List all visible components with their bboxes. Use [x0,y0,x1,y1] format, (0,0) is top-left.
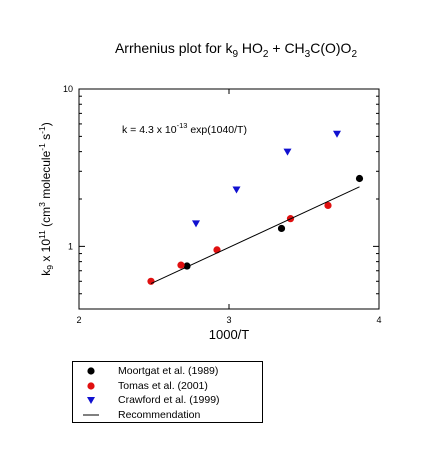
x-axis: 2 3 4 [76,89,382,325]
x-tick-label: 2 [76,315,81,325]
data-point-triangle [283,148,292,156]
legend-marker [87,381,95,390]
legend-marker [87,397,95,404]
legend-label: Recommendation [118,408,201,421]
data-point-triangle [192,220,200,228]
data-marks [147,130,364,285]
data-point [177,261,185,269]
legend-label: Tomas et al. (2001) [118,379,208,392]
y-axis-title: k9 x 1011 (cm3 molecule-1 s-1) [37,122,55,275]
legend-symbol [87,367,95,375]
y-tick-label: 1 [68,241,73,251]
x-tick-label: 3 [226,315,231,325]
y-axis: 1 10 [63,84,379,310]
legend-symbol [87,381,95,390]
recommendation-line [150,186,360,285]
legend-item: Tomas et al. (2001) [73,379,262,393]
data-point-triangle [333,130,341,138]
x-axis-title: 1000/T [209,327,250,342]
rate-equation-annotation: k = 4.3 x 10-13 exp(1040/T) [122,121,247,136]
legend-item: Recommendation [73,408,262,422]
chart-title: Arrhenius plot for k9 HO2 + CH3C(O)O2 [115,40,357,60]
data-point-triangle [232,186,241,194]
legend-label: Crawford et al. (1999) [118,394,220,406]
legend-marker [87,367,95,375]
data-point [324,201,332,210]
data-point [355,174,364,183]
legend-symbol [83,414,99,415]
data-point [213,246,221,254]
data-point [277,224,286,233]
y-tick-label: 10 [63,84,73,94]
data-point [147,277,155,285]
legend-item: Moortgat et al. (1989) [73,364,262,378]
legend-symbol [87,397,95,404]
legend-item: Crawford et al. (1999) [73,393,262,407]
legend: Moortgat et al. (1989) Tomas et al. (2001… [72,361,263,423]
x-tick-label: 4 [376,315,381,325]
legend-label: Moortgat et al. (1989) [118,365,219,377]
